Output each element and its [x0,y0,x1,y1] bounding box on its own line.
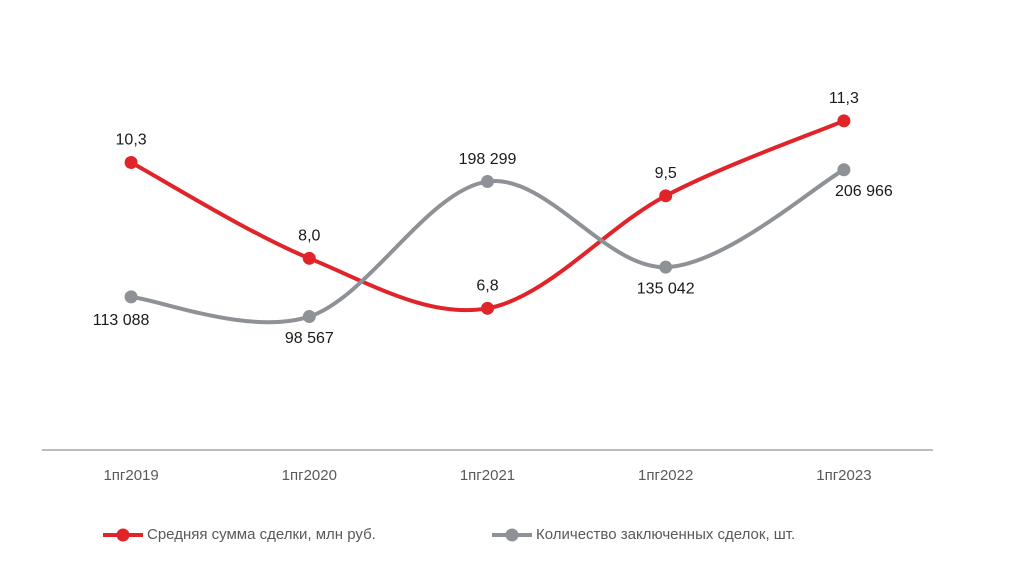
data-point [659,260,673,274]
series-line [130,168,845,325]
legend-label: Средняя сумма сделки, млн руб. [147,526,376,543]
x-tick-label: 1пг2020 [282,467,337,484]
data-label: 11,3 [829,90,859,107]
data-point [837,114,851,128]
x-tick-label: 1пг2019 [103,467,158,484]
data-label: 113 088 [93,312,150,329]
data-point [659,189,673,203]
x-tick-label: 1пг2023 [816,467,871,484]
data-point [302,251,316,265]
data-label: 206 966 [835,183,893,200]
data-point [837,163,851,177]
data-label: 135 042 [637,280,695,297]
data-label: 8,0 [298,228,320,245]
data-point [481,301,494,315]
x-tick-label: 1пг2021 [460,467,515,484]
data-point [302,310,316,324]
legend-marker [116,528,130,542]
legend-label: Количество заключенных сделок, шт. [536,526,795,543]
x-tick-label: 1пг2022 [638,467,693,484]
data-point [124,156,138,169]
data-label: 6,8 [476,278,498,295]
data-label: 10,3 [116,132,147,149]
data-label: 98 567 [285,330,334,347]
data-label: 9,5 [655,165,677,182]
data-point [124,290,138,304]
data-point [481,175,494,189]
legend-marker [505,528,519,542]
data-label: 198 299 [459,151,517,168]
